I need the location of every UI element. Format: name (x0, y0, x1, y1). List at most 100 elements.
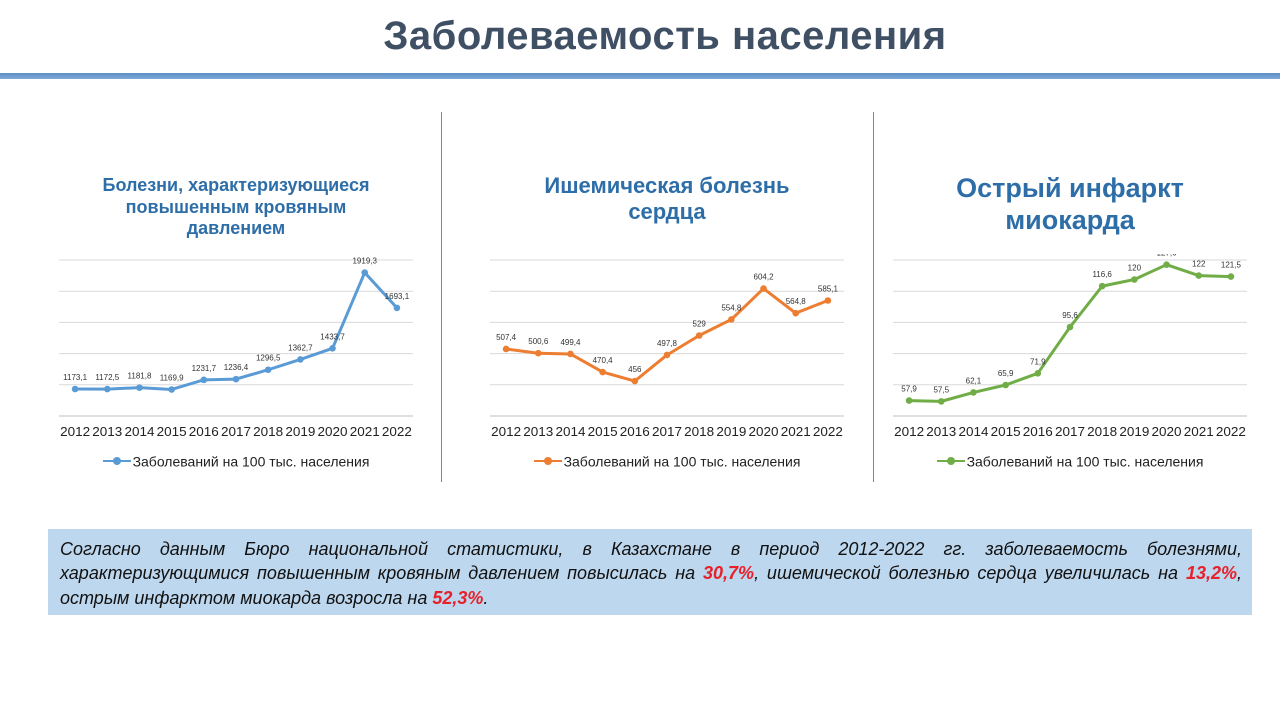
data-point (534, 349, 542, 357)
data-point (1131, 276, 1138, 283)
chart-title-line: повышенным кровяным (125, 196, 347, 217)
x-tick-label: 2012 (491, 425, 521, 439)
data-point (824, 297, 832, 304)
data-point (71, 385, 79, 393)
line-chart-ischemic: 507,4 500,6 499,4 470,4 456 497,8 529 554,8 604,… (490, 259, 844, 439)
data-point (393, 304, 401, 312)
page-title: Заболеваемость населения (383, 14, 947, 58)
chart-title-line: Болезни, характеризующиеся (102, 175, 370, 195)
legend-marker (533, 456, 562, 466)
note-text: , ишемической болезнью сердца увеличилас… (754, 563, 1186, 584)
x-tick-label: 2019 (285, 425, 315, 439)
data-point (136, 384, 143, 391)
data-label: 1172,5 (95, 373, 119, 382)
data-point (1098, 282, 1106, 290)
line-chart-infarction: 57,9 57,5 62,1 65,9 71,9 95,6 116,6 120 127,6 122… (893, 254, 1247, 439)
data-point (905, 397, 913, 404)
chart-title-ischemic: Ишемическая болезнь сердца (482, 173, 852, 226)
chart-panel-infarction: Острый инфаркт миокарда 57,9 57,5 62,1 65,9… (885, 170, 1255, 480)
legend-label: Заболеваний на 100 тыс. населения (132, 453, 370, 470)
panel-divider-1 (441, 112, 442, 482)
data-point (728, 316, 735, 323)
x-tick-label: 2014 (555, 425, 585, 439)
data-label: 1181,8 (128, 372, 152, 381)
note-highlight-hypertension: 30,7% (703, 563, 755, 584)
data-label: 1236,4 (224, 363, 249, 372)
data-label: 554,8 (721, 303, 742, 312)
data-point (599, 368, 606, 376)
note-text: . (483, 587, 489, 608)
data-label: 1173,1 (63, 373, 87, 382)
data-label: 585,1 (818, 284, 839, 293)
data-point (567, 350, 574, 358)
data-point (232, 375, 240, 383)
x-tick-label: 2020 (1152, 425, 1182, 439)
data-label: 497,8 (657, 339, 678, 348)
chart-legend: Заболеваний на 100 тыс. населения (51, 452, 421, 469)
data-point (1034, 369, 1042, 377)
data-point (631, 377, 639, 385)
data-point (361, 269, 369, 276)
x-tick-label: 2014 (124, 425, 154, 439)
data-label: 1693,1 (385, 292, 410, 301)
data-label: 116,6 (1092, 270, 1112, 279)
data-label: 604,2 (754, 273, 775, 282)
data-label: 120 (1128, 264, 1142, 273)
chart-title-line: давлением (186, 218, 286, 239)
note-highlight-ischemic: 13,2% (1185, 563, 1237, 584)
series-line (907, 263, 1233, 403)
x-tick-label: 2012 (894, 425, 924, 439)
data-label: 1296,5 (256, 354, 281, 363)
legend-marker (102, 456, 131, 466)
x-tick-label: 2018 (684, 425, 714, 439)
x-tick-label: 2020 (749, 425, 779, 439)
data-label: 1919,3 (352, 257, 377, 266)
x-tick-label: 2021 (1184, 425, 1214, 439)
series-line (504, 287, 830, 383)
data-point (200, 376, 208, 384)
data-label: 95,6 (1062, 311, 1078, 320)
data-label: 1231,7 (192, 364, 217, 373)
chart-title-hypertension: Болезни, характеризующиеся повышенным кр… (51, 175, 421, 240)
data-label: 456 (628, 365, 642, 374)
data-point (1195, 272, 1203, 279)
data-point (663, 351, 671, 359)
data-point (1227, 273, 1235, 280)
chart-title-line: Ишемическая болезнь (544, 173, 790, 198)
x-tick-label: 2013 (92, 425, 122, 439)
note-text: Согласно данным Бюро национальной статис… (60, 539, 1242, 584)
legend-label: Заболеваний на 100 тыс. населения (966, 453, 1204, 470)
x-tick-label: 2015 (991, 425, 1021, 439)
chart-legend: Заболеваний на 100 тыс. населения (885, 452, 1255, 469)
x-tick-label: 2014 (958, 425, 988, 439)
data-point (1066, 323, 1074, 331)
chart-title-line: миокарда (1005, 205, 1135, 236)
note-highlight-infarction: 52,3% (432, 587, 484, 608)
data-label: 529 (693, 320, 707, 329)
data-point (937, 398, 945, 405)
x-tick-label: 2015 (588, 425, 618, 439)
data-label: 1433,7 (320, 332, 345, 341)
data-point (329, 345, 336, 352)
x-tick-label: 2019 (716, 425, 746, 439)
data-label: 507,4 (496, 333, 517, 342)
x-tick-label: 2020 (318, 425, 348, 439)
x-tick-label: 2016 (189, 425, 219, 439)
x-tick-label: 2017 (652, 425, 682, 439)
data-point (695, 332, 703, 339)
x-tick-label: 2016 (620, 425, 650, 439)
data-label: 127,6 (1157, 254, 1178, 258)
x-tick-label: 2022 (1216, 425, 1246, 439)
data-point (168, 386, 175, 393)
data-label: 65,9 (998, 369, 1014, 378)
data-point (264, 366, 272, 374)
chart-panel-hypertension: Болезни, характеризующиеся повышенным кр… (51, 170, 421, 480)
legend-marker (936, 456, 965, 466)
data-label: 1362,7 (288, 343, 313, 352)
chart-title-line: Острый инфаркт (956, 173, 1184, 203)
data-label: 122 (1192, 260, 1206, 269)
x-tick-label: 2018 (253, 425, 283, 439)
data-point (103, 385, 111, 393)
data-label: 470,4 (593, 356, 614, 365)
line-chart-hypertension: 1173,1 1172,5 1181,8 1169,9 1231,7 1236,4 1296… (59, 257, 413, 439)
